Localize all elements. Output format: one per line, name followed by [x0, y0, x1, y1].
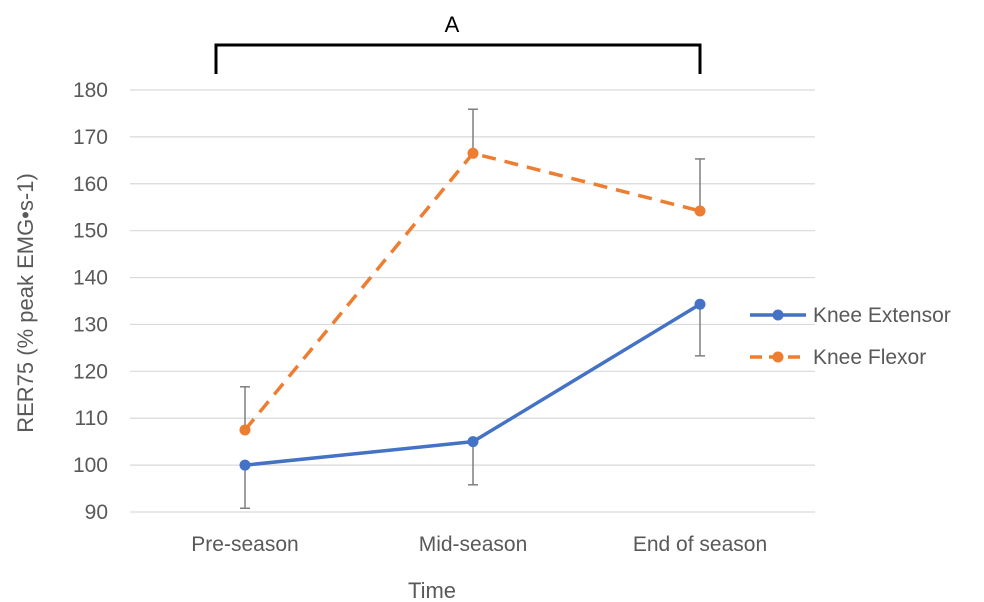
- x-tick-label: Pre-season: [191, 533, 298, 556]
- data-points: [239, 147, 706, 471]
- y-tick-label: 110: [75, 407, 108, 430]
- y-tick-label: 90: [85, 501, 108, 524]
- y-tick-label: 180: [73, 79, 108, 102]
- legend-label: Knee Extensor: [813, 304, 951, 327]
- data-point: [694, 298, 706, 310]
- legend: Knee Extensor Knee Flexor: [750, 304, 951, 369]
- bracket-line: [214, 43, 702, 74]
- y-tick-label: 120: [73, 360, 108, 383]
- y-tick-labels: 90 100 110 120 130 140 150 160 170 180: [73, 79, 108, 524]
- y-tick-label: 150: [73, 220, 108, 243]
- error-bars: [240, 108, 705, 509]
- data-point: [694, 205, 706, 217]
- x-tick-labels: Pre-season Mid-season End of season: [191, 533, 767, 556]
- x-axis-title: Time: [408, 578, 456, 602]
- data-point: [467, 147, 479, 159]
- legend-label: Knee Flexor: [813, 346, 926, 369]
- y-tick-label: 170: [73, 126, 108, 149]
- y-axis-title: RER75 (% peak EMG•s-1): [13, 173, 38, 433]
- legend-marker: [772, 351, 784, 363]
- data-point: [239, 459, 251, 471]
- data-point: [467, 436, 479, 448]
- x-tick-label: End of season: [633, 533, 767, 556]
- y-tick-label: 140: [73, 267, 108, 290]
- y-tick-label: 160: [73, 173, 108, 196]
- y-tick-label: 130: [73, 313, 108, 336]
- y-tick-label: 100: [73, 454, 108, 477]
- series-line: [243, 151, 701, 432]
- x-tick-label: Mid-season: [419, 533, 528, 556]
- data-point: [239, 424, 251, 436]
- significance-bracket: A: [214, 12, 702, 74]
- bracket-label: A: [445, 12, 460, 37]
- legend-marker: [772, 309, 784, 321]
